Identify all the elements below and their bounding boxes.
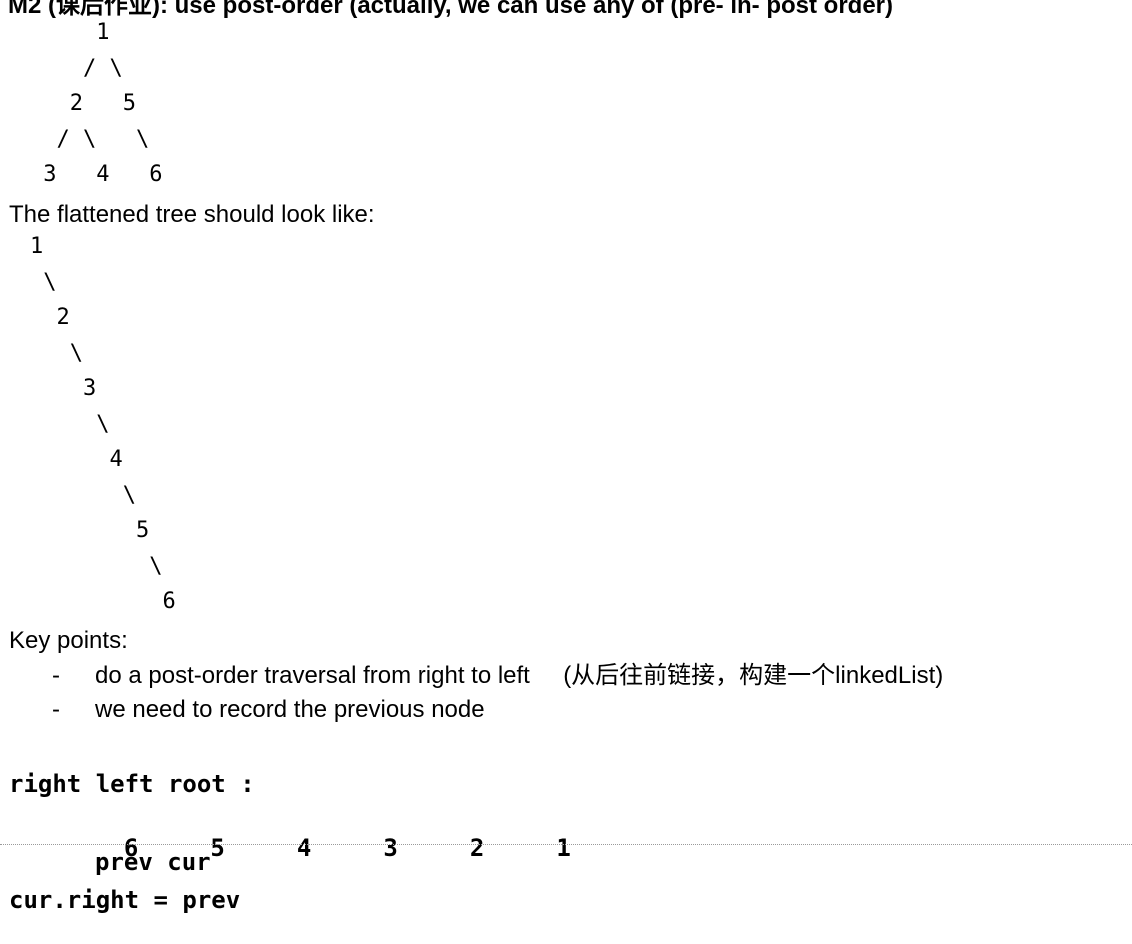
tree-line: 1: [30, 20, 110, 45]
flat-line: 5: [30, 518, 150, 543]
sequence-value: 4: [296, 834, 312, 862]
dotted-divider: [0, 844, 1132, 845]
assignment-line: cur.right = prev: [9, 886, 241, 914]
tree-line: / \ \: [30, 126, 150, 152]
flat-line: \: [30, 411, 110, 437]
flat-line: 6: [30, 589, 176, 614]
pointer-line: prev cur: [95, 848, 211, 876]
flat-line: \: [30, 269, 57, 295]
flat-line: 3: [30, 376, 97, 401]
page-title: M2 (课后作业): use post-order (actually, we …: [8, 0, 893, 19]
flat-line: \: [30, 340, 83, 366]
sequence-value: 1: [556, 834, 571, 862]
tree-line: 3 4 6: [30, 162, 163, 187]
traversal-order-line: right left root :: [9, 770, 255, 798]
flattened-tree: 1 \ 2 \ 3 \ 4 \ 5 \ 6: [30, 236, 176, 627]
flattened-label: The flattened tree should look like:: [9, 201, 375, 228]
key-points-label: Key points:: [9, 627, 128, 654]
sequence-value: 3: [383, 834, 398, 862]
flat-line: \: [30, 553, 163, 579]
flat-line: 2: [30, 305, 70, 330]
key-point-text: we need to record the previous node: [95, 696, 485, 723]
flat-line: 4: [30, 447, 123, 472]
flat-line: \: [30, 482, 136, 508]
list-item: - we need to record the previous node: [52, 698, 485, 722]
tree-line: 2 5: [30, 91, 136, 116]
tree-line: / \: [30, 55, 123, 81]
bullet-dash: -: [52, 696, 60, 723]
sequence-value: 6: [123, 834, 139, 862]
bullet-dash: -: [52, 662, 60, 689]
flat-line: 1: [30, 234, 44, 259]
sequence-value: 2: [469, 834, 485, 862]
list-item: - do a post-order traversal from right t…: [52, 664, 943, 688]
sequence-value: 5: [210, 834, 225, 862]
key-point-text: do a post-order traversal from right to …: [95, 662, 944, 689]
node-sequence: 6 5 4 3 2 1: [95, 812, 643, 860]
original-tree: 1 / \ 2 5 / \ \ 3 4 6: [30, 22, 162, 200]
